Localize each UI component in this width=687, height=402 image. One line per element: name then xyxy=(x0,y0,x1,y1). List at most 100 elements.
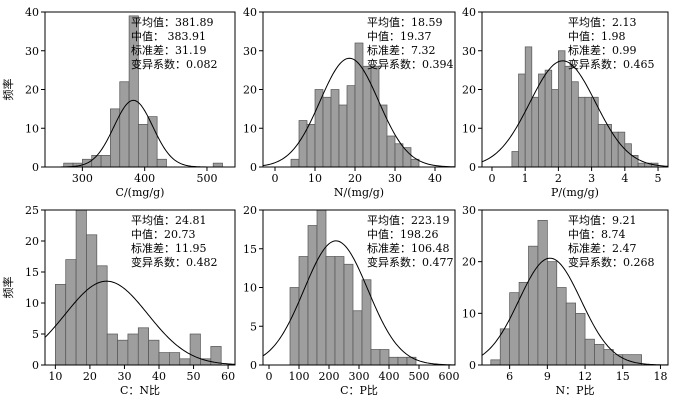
histogram-bar xyxy=(518,281,529,366)
histogram-bar xyxy=(147,116,158,168)
x-tick-label: 600 xyxy=(439,370,460,383)
y-tick-label: 10 xyxy=(25,122,39,135)
stat-median: 中值：20.73 xyxy=(131,228,196,241)
histogram-bar xyxy=(584,338,595,366)
y-axis-label: 频率 xyxy=(1,277,15,299)
histogram-bar xyxy=(637,162,646,168)
y-tick-label: 0 xyxy=(469,359,476,372)
y-tick-label: 10 xyxy=(462,122,476,135)
x-tick-label: 9 xyxy=(544,370,551,383)
stat-sd: 标准差：11.95 xyxy=(131,241,207,255)
y-tick-label: 40 xyxy=(462,6,476,19)
histogram-bar xyxy=(406,356,417,366)
histogram-bar xyxy=(511,151,519,168)
x-tick-label: 4 xyxy=(621,172,628,185)
histogram-bar xyxy=(106,333,118,366)
histogram-bar xyxy=(551,89,559,168)
x-tick-label: 15 xyxy=(616,370,630,383)
histogram-bar xyxy=(189,333,201,366)
histogram-bar xyxy=(306,124,316,168)
histogram-bar xyxy=(289,287,300,366)
histogram-bar xyxy=(307,225,318,366)
histogram-bar xyxy=(564,65,573,168)
x-tick-label: 50 xyxy=(187,370,201,383)
y-tick-label: 30 xyxy=(462,204,476,217)
histogram-bar xyxy=(314,89,324,168)
histogram-bar xyxy=(334,256,345,366)
histogram-bar xyxy=(603,349,614,366)
panel-1: 300 400 500 0 10 20 30 40 C/(mg/g) 频率 平均值：381.89中值… xyxy=(1,6,236,199)
normal-fit-curve xyxy=(481,60,669,167)
stat-mean: 平均值：18.59 xyxy=(367,16,443,29)
histogram-bar xyxy=(169,352,181,366)
panel-2: 0 10 20 30 40 0 10 20 30 40 N/(mg/g) 平均值：18.59中值：19… xyxy=(243,6,456,199)
x-tick-label: 300 xyxy=(72,172,93,185)
histogram-bar xyxy=(322,96,332,168)
histogram-bar xyxy=(370,65,380,168)
histogram-bar xyxy=(370,349,381,366)
stat-mean: 平均值：2.13 xyxy=(568,16,637,29)
x-tick-label: 40 xyxy=(152,370,166,383)
histogram-bar xyxy=(379,349,390,366)
histogram-bar xyxy=(575,312,586,366)
x-tick-label: 2 xyxy=(555,172,562,185)
histogram-bar xyxy=(343,263,354,366)
histogram-bar xyxy=(212,162,223,168)
histogram-bar xyxy=(402,147,412,168)
histogram-bar xyxy=(624,143,632,168)
histogram-bar xyxy=(547,261,558,366)
histogram-bar xyxy=(565,302,576,366)
plot-frame xyxy=(481,209,669,366)
stat-sd: 标准差：106.48 xyxy=(367,241,450,255)
x-tick-label: 10 xyxy=(308,172,322,185)
histogram-bar xyxy=(117,339,129,366)
histogram-bar xyxy=(361,279,372,366)
histogram-bar xyxy=(528,245,539,366)
histogram-bar xyxy=(298,120,308,168)
stat-median: 中值：8.74 xyxy=(568,228,626,241)
histogram-bar xyxy=(346,85,356,168)
x-tick-label: 10 xyxy=(48,370,62,383)
stat-median: 中值：1.98 xyxy=(568,30,626,43)
stat-cv: 变异系数：0.082 xyxy=(131,57,218,71)
histogram-bar xyxy=(386,135,396,168)
y-tick-label: 20 xyxy=(462,256,476,269)
histogram-bar xyxy=(138,124,149,168)
x-tick-label: 20 xyxy=(83,370,97,383)
y-tick-label: 40 xyxy=(25,6,39,19)
histogram-bar xyxy=(352,310,363,366)
y-tick-label: 20 xyxy=(243,204,257,217)
x-axis-label: C：N比 xyxy=(120,384,160,397)
x-tick-label: 20 xyxy=(348,172,362,185)
histogram-bar xyxy=(537,219,548,366)
histogram-bar xyxy=(158,352,170,366)
histogram-bar xyxy=(591,96,599,168)
histogram-bar xyxy=(127,333,139,366)
histogram-bar xyxy=(531,96,539,168)
histogram-bar xyxy=(325,256,336,366)
y-tick-label: 30 xyxy=(243,45,257,58)
y-tick-label: 10 xyxy=(25,297,39,310)
stat-median: 中值：19.37 xyxy=(367,30,432,43)
y-tick-label: 0 xyxy=(32,161,39,174)
panel-6: 6 9 12 15 18 0 10 20 30 N：P比 平均值：9.21中值：8.74标准差：2.… xyxy=(462,204,669,397)
normal-fit-curve xyxy=(481,257,669,366)
y-tick-label: 15 xyxy=(25,266,39,279)
histogram-bar xyxy=(394,143,404,168)
x-tick-label: 0 xyxy=(272,172,279,185)
x-tick-label: 5 xyxy=(655,172,662,185)
histogram-bar xyxy=(544,69,553,168)
y-tick-label: 40 xyxy=(243,6,257,19)
x-axis-label: N：P比 xyxy=(555,384,594,397)
histogram-bar xyxy=(91,155,102,168)
panel-5: 0 100 200 300 400 500 600 0 5 10 15 20 C：P比 平均值：223.1… xyxy=(243,204,460,397)
x-tick-label: 400 xyxy=(379,370,400,383)
y-tick-label: 10 xyxy=(243,282,257,295)
y-tick-label: 20 xyxy=(462,84,476,97)
y-tick-label: 15 xyxy=(243,243,257,256)
x-tick-label: 0 xyxy=(266,370,273,383)
histogram-bar xyxy=(499,328,510,366)
histogram-bar xyxy=(75,209,87,366)
histogram-bar xyxy=(597,124,606,168)
